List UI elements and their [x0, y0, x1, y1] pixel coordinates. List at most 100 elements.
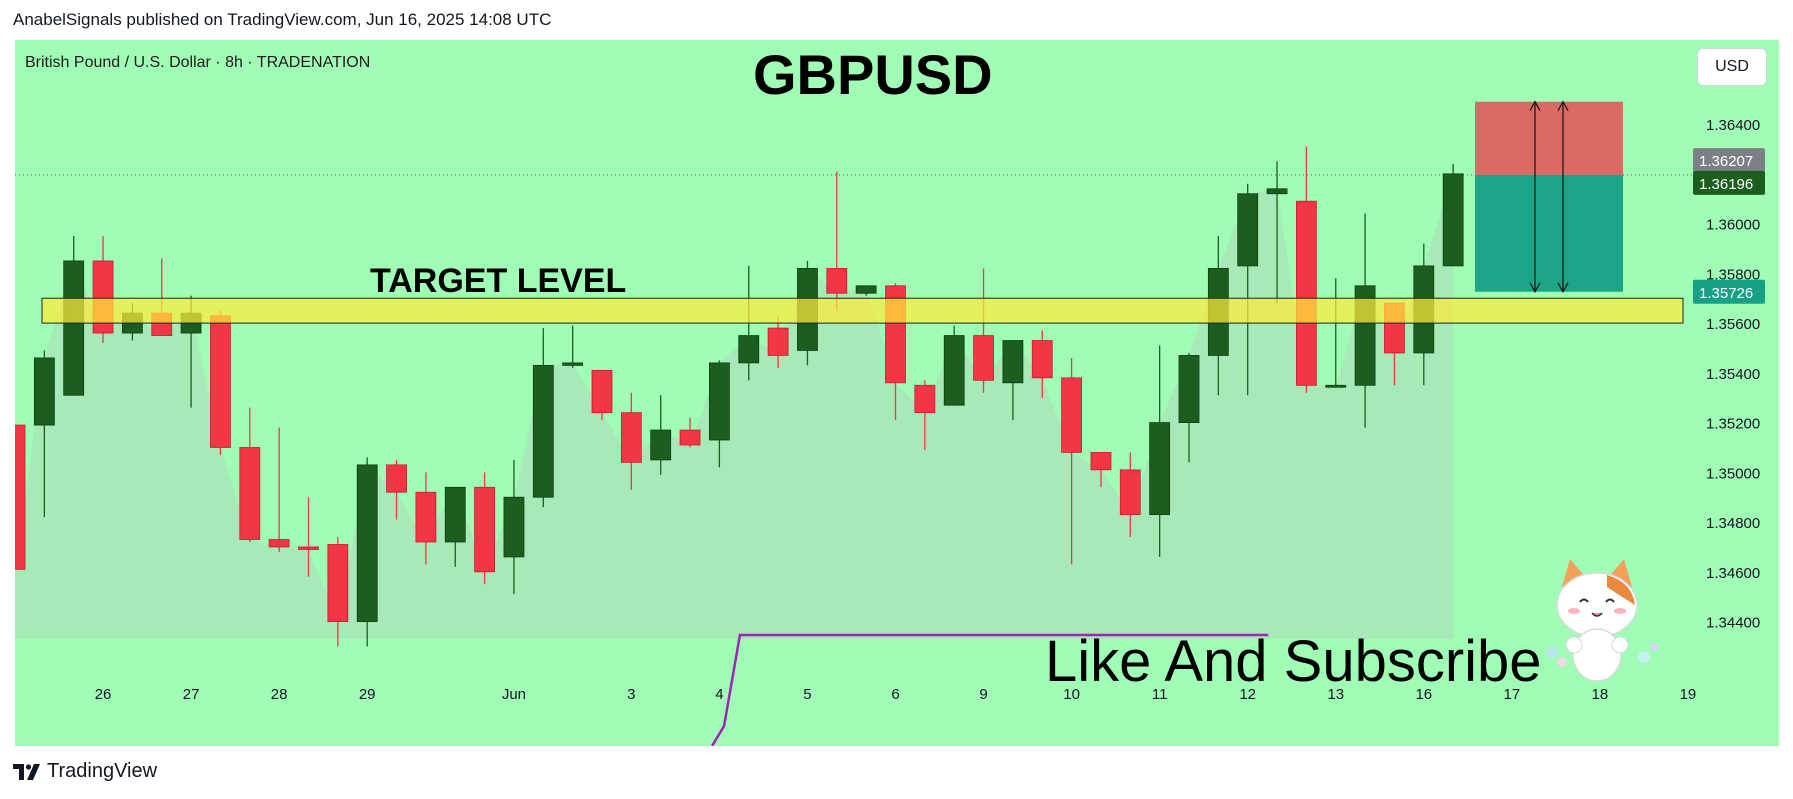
candle: [1325, 278, 1347, 388]
candle-body: [444, 486, 466, 543]
candle: [1237, 183, 1259, 396]
y-tick-label: 1.36400: [1706, 117, 1760, 134]
candle: [92, 236, 114, 343]
candle: [1149, 345, 1171, 557]
candle: [855, 285, 877, 296]
measure-arrow-head: [1529, 100, 1541, 112]
currency-button[interactable]: USD: [1697, 48, 1767, 86]
price-label-box: [1693, 279, 1765, 304]
candle-body: [386, 464, 407, 493]
y-tick-label: 1.35200: [1706, 416, 1760, 433]
candle-body: [1090, 452, 1112, 471]
candle-body: [1002, 340, 1024, 384]
candle-body: [620, 412, 642, 463]
candle: [620, 392, 642, 490]
x-tick-label: 11: [1152, 686, 1168, 703]
candle-body: [415, 491, 437, 543]
candle-body: [1178, 355, 1200, 423]
y-tick-label: 1.34800: [1706, 515, 1760, 532]
x-tick-label: Jun: [502, 686, 526, 703]
candle-body: [210, 315, 231, 448]
candle: [914, 380, 936, 450]
candle-body: [650, 429, 672, 461]
candle: [679, 417, 701, 448]
tradingview-logo[interactable]: TradingView: [13, 760, 157, 783]
target-zone: [41, 297, 1684, 324]
candle-body: [63, 260, 85, 396]
candle: [503, 459, 525, 595]
cat-mascot-icon: [1546, 559, 1658, 682]
candle: [1442, 163, 1464, 267]
chart-headline: GBPUSD: [753, 43, 993, 106]
candle: [1296, 146, 1317, 393]
x-tick-label: 27: [183, 686, 200, 703]
x-tick-label: 12: [1239, 686, 1256, 703]
x-tick-label: 10: [1063, 686, 1080, 703]
y-tick-label: 1.34400: [1706, 615, 1760, 632]
x-tick-label: 16: [1415, 686, 1432, 703]
price-label-box: [1693, 148, 1765, 173]
candle: [33, 350, 55, 518]
candle-body: [327, 544, 349, 622]
publisher-line: AnabelSignals published on TradingView.c…: [13, 10, 552, 29]
candle-body: [15, 424, 26, 570]
candle-body: [1237, 193, 1259, 267]
candle-body: [591, 369, 613, 414]
candle-body: [356, 464, 378, 622]
candle-body: [767, 327, 789, 356]
candle-body: [562, 362, 584, 366]
candle-body: [532, 364, 554, 498]
candle: [1061, 357, 1082, 565]
price-label-box: [1693, 170, 1765, 195]
candle: [386, 459, 407, 520]
candle: [1266, 161, 1288, 304]
candle-body: [855, 285, 877, 294]
candle: [151, 258, 173, 336]
candle: [1178, 352, 1200, 463]
candle-body: [298, 546, 319, 550]
y-tick-label: 1.34600: [1706, 565, 1760, 582]
candle-body: [738, 335, 760, 364]
candle-body: [943, 335, 965, 406]
candle-body: [1296, 200, 1317, 386]
candle: [1002, 340, 1024, 421]
candle-body: [503, 496, 525, 558]
stop-loss-zone: [1475, 101, 1623, 175]
x-tick-label: 3: [627, 686, 635, 703]
candle-body: [33, 357, 55, 426]
measure-arrow-head: [1529, 282, 1541, 294]
price-label-text: 1.36207: [1699, 153, 1753, 170]
price-label-text: 1.35726: [1699, 285, 1753, 302]
candle-body: [1325, 384, 1347, 388]
y-tick-label: 1.35600: [1706, 316, 1760, 333]
y-tick-label: 1.36000: [1706, 217, 1760, 234]
candle: [709, 360, 730, 468]
x-tick-label: 18: [1592, 686, 1609, 703]
candle: [591, 369, 613, 421]
candle: [1090, 452, 1112, 488]
price-chart[interactable]: 1.36400 1.36000 1.35800 1.35600 1.35400 1.352…: [15, 40, 1779, 746]
candle-body: [679, 429, 701, 446]
symbol-description: British Pound / U.S. Dollar · 8h · TRADE…: [25, 54, 371, 71]
candle: [650, 395, 672, 475]
chart-area[interactable]: 1.36400 1.36000 1.35800 1.35600 1.35400 1.352…: [15, 40, 1779, 746]
like-subscribe-text: Like And Subscribe: [1045, 629, 1542, 694]
candle: [15, 424, 26, 570]
x-tick-label: 29: [359, 686, 376, 703]
x-tick-label: 5: [803, 686, 811, 703]
candle: [239, 407, 261, 542]
candle-body: [1149, 422, 1171, 516]
candle-body: [973, 335, 994, 381]
candle-body: [1031, 340, 1053, 379]
tradingview-logo-icon: [13, 763, 40, 780]
candle-body: [1061, 377, 1082, 453]
candle: [943, 325, 965, 406]
take-profit-zone: [1475, 174, 1623, 292]
candle: [327, 537, 349, 647]
target-level-label: TARGET LEVEL: [370, 262, 627, 300]
measure-arrow-head: [1557, 282, 1569, 294]
candle-body: [1119, 469, 1141, 516]
candle: [356, 457, 378, 647]
x-tick-label: 19: [1680, 686, 1697, 703]
x-tick-label: 28: [271, 686, 288, 703]
